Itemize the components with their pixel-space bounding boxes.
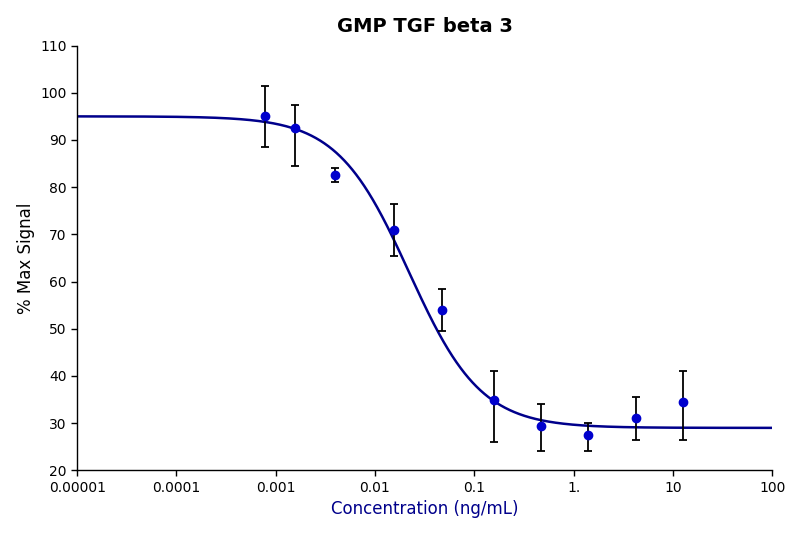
X-axis label: Concentration (ng/mL): Concentration (ng/mL) (331, 500, 518, 518)
Y-axis label: % Max Signal: % Max Signal (17, 202, 34, 314)
Title: GMP TGF beta 3: GMP TGF beta 3 (337, 17, 512, 36)
